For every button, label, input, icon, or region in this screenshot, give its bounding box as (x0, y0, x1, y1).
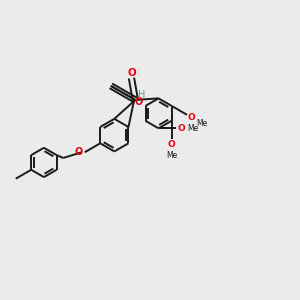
Text: Me: Me (166, 151, 177, 160)
Text: Me: Me (188, 124, 199, 133)
Text: Me: Me (196, 118, 207, 127)
Text: O: O (135, 97, 143, 107)
Text: O: O (127, 68, 136, 78)
Text: O: O (178, 124, 186, 133)
Text: H: H (138, 90, 146, 100)
Text: O: O (168, 140, 176, 148)
Text: O: O (188, 113, 196, 122)
Text: O: O (75, 147, 83, 157)
